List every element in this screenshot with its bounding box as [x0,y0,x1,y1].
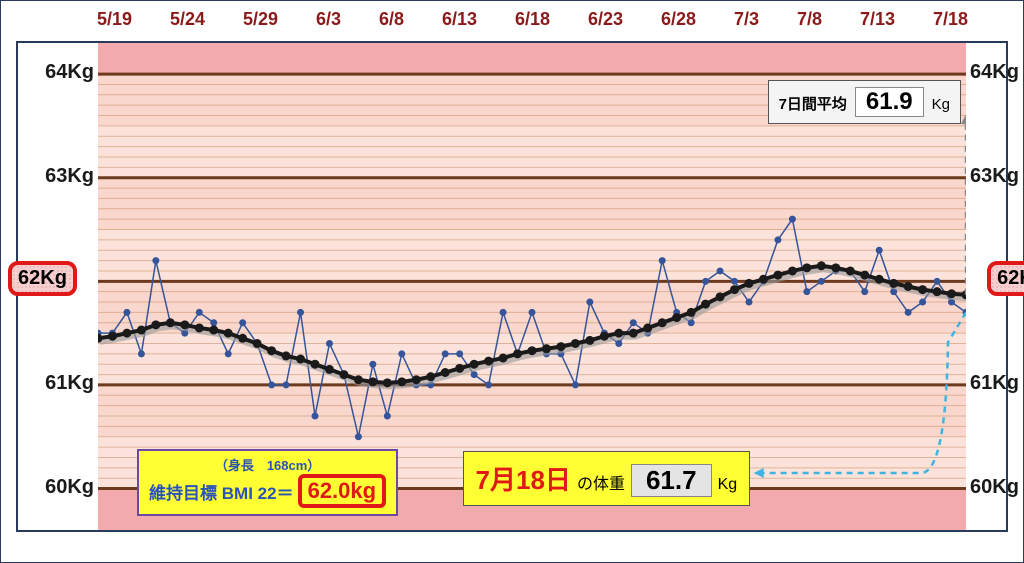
x-axis-label: 6/8 [379,9,404,37]
current-unit: Kg [718,476,738,494]
chart-container: 60Kg61Kg63Kg64Kg 60Kg61Kg63Kg64Kg 62Kg 6… [16,41,1008,532]
x-axis-label: 6/13 [442,9,477,37]
y-axis-label-left: 64Kg [22,61,94,84]
y-axis-label-left: 61Kg [22,372,94,395]
y-axis-label-right: 64Kg [970,61,1024,84]
current-date: 7月18日 [476,460,571,497]
x-axis-label: 7/8 [797,9,822,37]
x-axis-label: 6/3 [316,9,341,37]
x-axis-label: 7/18 [933,9,968,37]
bmi-height-label: （身長 168cm） [149,455,386,474]
x-axis-label: 6/28 [661,9,696,37]
x-axis: 5/19 5/24 5/29 6/3 6/8 6/13 6/18 6/23 6/28 7/3 7/8… [97,9,968,37]
bmi-target-box: （身長 168cm） 維持目標 BMI 22＝ 62.0kg [137,449,398,516]
x-axis-label: 6/23 [588,9,623,37]
bmi-label: 維持目標 BMI 22＝ [149,479,294,504]
x-axis-label: 7/3 [734,9,759,37]
bmi-value: 62.0kg [298,474,387,508]
x-axis-label: 6/18 [515,9,550,37]
y-axis-label-right: 63Kg [970,165,1024,188]
y-axis-label-left: 63Kg [22,165,94,188]
current-weight-box: 7月18日 の体重 61.7 Kg [463,451,751,506]
current-value: 61.7 [631,464,712,497]
x-axis-label: 5/19 [97,9,132,37]
y-axis-label-left: 60Kg [22,476,94,499]
seven-day-average-box: 7日間平均 61.9 Kg [768,80,961,124]
target-axis-box-right: 62Kg [987,261,1024,296]
x-axis-label: 7/13 [860,9,895,37]
y-axis-label-right: 60Kg [970,476,1024,499]
avg-label: 7日間平均 [779,93,847,114]
target-axis-box-left: 62Kg [8,261,77,296]
current-of-label: の体重 [577,470,625,494]
y-axis-label-right: 61Kg [970,372,1024,395]
chart-frame: 5/19 5/24 5/29 6/3 6/8 6/13 6/18 6/23 6/28 7/3 7/8… [0,0,1024,563]
avg-unit: Kg [932,96,950,113]
x-axis-label: 5/29 [243,9,278,37]
avg-value: 61.9 [855,87,924,117]
x-axis-label: 5/24 [170,9,205,37]
